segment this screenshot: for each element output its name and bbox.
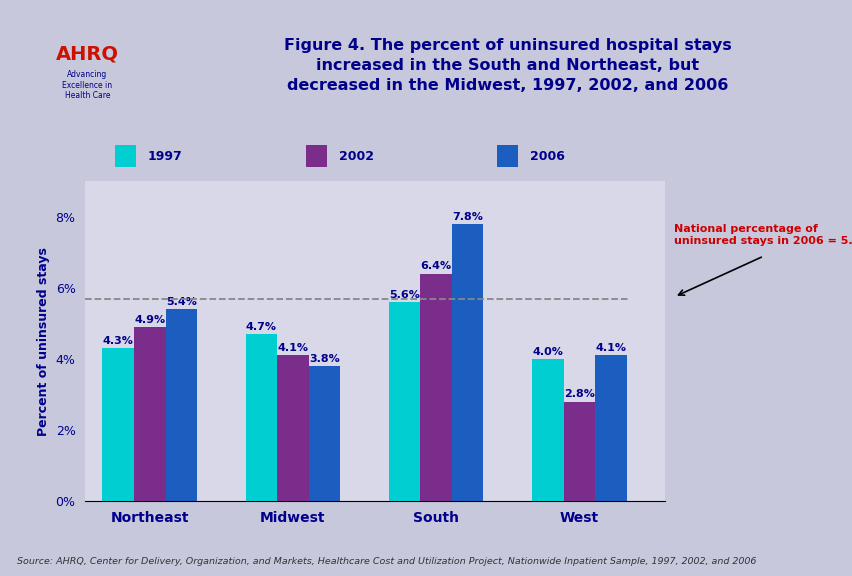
Text: AHRQ: AHRQ [56, 44, 118, 63]
Bar [308, 366, 340, 501]
Bar [563, 401, 595, 501]
Bar [389, 302, 420, 501]
Bar [277, 355, 308, 501]
Text: 7.8%: 7.8% [452, 211, 482, 222]
Bar [497, 145, 518, 167]
Text: 4.1%: 4.1% [595, 343, 625, 353]
Bar [134, 327, 165, 501]
Text: National percentage of
uninsured stays in 2006 = 5.7%: National percentage of uninsured stays i… [673, 224, 852, 245]
Bar [532, 359, 563, 501]
Y-axis label: Percent of uninsured stays: Percent of uninsured stays [37, 247, 50, 435]
Text: Advancing
Excellence in
Health Care: Advancing Excellence in Health Care [62, 70, 112, 100]
Bar [595, 355, 626, 501]
Text: 5.6%: 5.6% [389, 290, 420, 300]
Text: 5.4%: 5.4% [165, 297, 197, 307]
Text: 1997: 1997 [148, 150, 182, 162]
Bar [306, 145, 327, 167]
Bar [115, 145, 136, 167]
Text: 6.4%: 6.4% [420, 262, 452, 271]
Text: 4.7%: 4.7% [245, 321, 277, 332]
Bar [165, 309, 197, 501]
Text: Figure 4. The percent of uninsured hospital stays
increased in the South and Nor: Figure 4. The percent of uninsured hospi… [284, 38, 730, 93]
Text: 2.8%: 2.8% [563, 389, 594, 399]
Text: 2006: 2006 [529, 150, 564, 162]
Bar [420, 274, 452, 501]
Text: 3.8%: 3.8% [308, 354, 339, 363]
Bar [452, 224, 483, 501]
Text: 4.3%: 4.3% [103, 336, 134, 346]
Bar [102, 348, 134, 501]
Bar [245, 334, 277, 501]
Text: 4.1%: 4.1% [277, 343, 308, 353]
Text: Source: AHRQ, Center for Delivery, Organization, and Markets, Healthcare Cost an: Source: AHRQ, Center for Delivery, Organ… [17, 556, 756, 566]
Text: 2002: 2002 [338, 150, 374, 162]
Text: 4.0%: 4.0% [532, 347, 562, 357]
Text: 4.9%: 4.9% [134, 314, 165, 325]
